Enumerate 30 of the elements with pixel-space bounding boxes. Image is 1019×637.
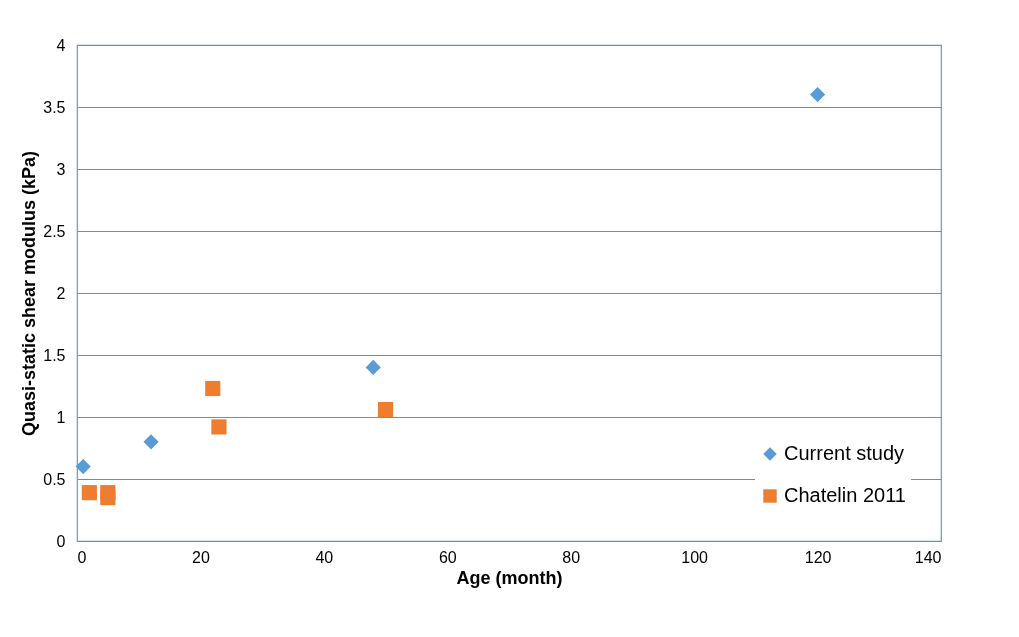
x-tick-label: 0 [77,548,87,566]
point [365,359,381,375]
y-axis-title: Quasi-static shear modulus (kPa) [19,150,40,437]
legend-label: Chatelin 2011 [784,484,906,506]
point [81,485,97,501]
y-tick-label: 0 [56,532,66,550]
point [377,401,394,418]
y-tick-label: 3.5 [43,98,66,116]
y-tick-label: 2.5 [43,222,66,240]
legend-label: Current study [784,442,905,464]
y-tick-label: 3 [56,160,66,178]
point [143,434,159,450]
x-tick-label: 100 [681,548,709,566]
point [100,490,116,506]
y-tick-label: 0.5 [43,470,66,488]
x-tick-label: 80 [562,548,581,566]
point [211,419,227,435]
x-tick-label: 140 [914,548,942,566]
y-tick-label: 4 [56,36,66,54]
y-tick-label: 2 [56,284,66,302]
y-tick-label: 1 [56,408,66,426]
y-tick-label: 1.5 [43,346,66,364]
x-tick-label: 40 [315,548,334,566]
x-tick-label: 120 [804,548,832,566]
point [75,459,91,475]
x-tick-label: 60 [438,548,457,566]
point [205,380,221,397]
x-tick-label: 20 [192,548,210,566]
point [809,87,826,103]
x-axis-title: Age (month) [456,567,563,588]
